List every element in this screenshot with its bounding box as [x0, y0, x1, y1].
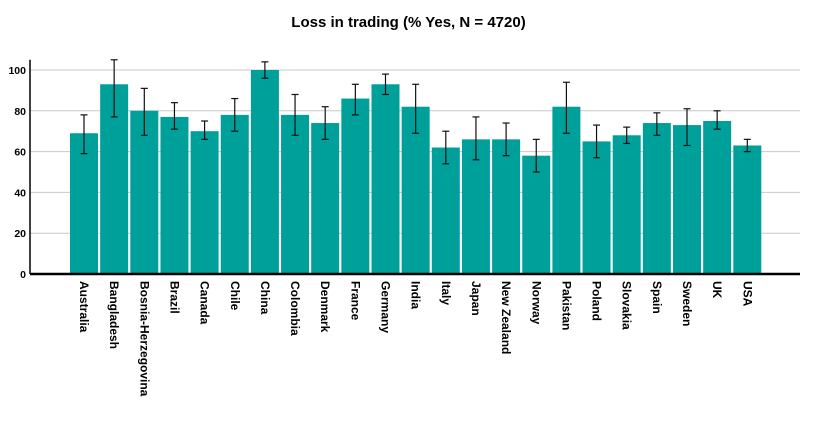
bar-new-zealand — [492, 139, 521, 274]
bar-australia — [70, 133, 98, 274]
x-tick-label-chile: Chile — [228, 281, 242, 311]
x-tick-label-bangladesh: Bangladesh — [107, 281, 121, 349]
error-bar-china — [261, 61, 269, 79]
x-tick-label-germany: Germany — [379, 281, 393, 333]
y-tick-label-0: 0 — [20, 269, 26, 281]
error-bars — [80, 59, 751, 173]
chart-title: Loss in trading (% Yes, N = 4720) — [291, 14, 526, 31]
error-bar-india — [412, 83, 420, 134]
x-tick-label-usa: USA — [740, 281, 754, 307]
bar-slovakia — [612, 135, 641, 274]
x-tick-label-india: India — [409, 281, 423, 309]
error-bar-japan — [472, 116, 480, 161]
y-tick-label-100: 100 — [8, 65, 26, 77]
x-tick-labels: Australia Bangladesh Bosnia-Herzegovina Bra… — [77, 281, 754, 397]
x-tick-label-sweden: Sweden — [680, 281, 694, 326]
bar-sweden — [673, 125, 701, 274]
x-tick-label-denmark: Denmark — [318, 281, 332, 333]
error-bar-australia — [80, 114, 88, 155]
bar-brazil — [160, 116, 189, 274]
error-bar-canada — [201, 120, 209, 140]
error-bar-bosnia-herzegovina — [140, 87, 148, 136]
error-bar-new-zealand — [502, 122, 510, 157]
bar-canada — [190, 131, 219, 274]
x-tick-label-new-zealand: New Zealand — [499, 281, 513, 354]
x-tick-label-japan: Japan — [469, 281, 483, 316]
x-tick-label-pakistan: Pakistan — [559, 281, 573, 330]
bar-india — [401, 106, 430, 274]
error-bar-france — [351, 83, 359, 116]
error-bar-spain — [653, 112, 661, 136]
error-bar-norway — [532, 138, 540, 173]
error-bar-bangladesh — [110, 59, 118, 118]
error-bar-slovakia — [623, 126, 631, 145]
x-tick-label-poland: Poland — [590, 281, 604, 321]
error-bar-uk — [713, 110, 721, 130]
bar-japan — [461, 139, 490, 274]
bar-usa — [733, 145, 762, 274]
bar-france — [341, 98, 370, 274]
y-tick-label-60: 60 — [14, 147, 26, 159]
x-tick-label-spain: Spain — [650, 281, 664, 314]
y-tick-label-40: 40 — [14, 187, 26, 199]
bar-chile — [220, 114, 249, 274]
bar-uk — [703, 121, 732, 274]
error-bar-colombia — [291, 93, 299, 136]
x-tick-label-australia: Australia — [77, 281, 91, 333]
bar-italy — [431, 147, 460, 274]
error-bar-brazil — [170, 102, 178, 130]
bar-denmark — [311, 123, 340, 274]
x-tick-label-france: France — [348, 281, 362, 321]
error-bar-italy — [442, 130, 450, 165]
error-bar-chile — [231, 97, 239, 132]
x-tick-label-colombia: Colombia — [288, 281, 302, 336]
x-tick-label-uk: UK — [710, 281, 724, 299]
bar-bosnia-herzegovina — [130, 110, 159, 274]
x-tick-label-italy: Italy — [439, 281, 453, 305]
y-tick-labels: 0 20 40 60 80 100 — [8, 65, 26, 281]
x-tick-label-slovakia: Slovakia — [620, 281, 634, 330]
x-tick-label-canada: Canada — [198, 281, 212, 325]
error-bar-pakistan — [562, 81, 570, 134]
bar-germany — [371, 84, 400, 274]
error-bar-denmark — [321, 106, 329, 140]
error-bar-usa — [743, 138, 751, 153]
bar-poland — [582, 141, 611, 274]
x-tick-label-china: China — [258, 281, 272, 315]
y-tick-label-20: 20 — [14, 228, 26, 240]
bar-pakistan — [552, 106, 581, 274]
bar-china — [250, 70, 279, 274]
axes — [29, 59, 800, 276]
bar-spain — [642, 123, 671, 274]
error-bar-sweden — [683, 108, 691, 147]
x-tick-label-norway: Norway — [529, 281, 543, 325]
x-tick-label-brazil: Brazil — [167, 281, 181, 314]
bars — [70, 70, 762, 274]
y-tick-label-80: 80 — [14, 106, 26, 118]
x-tick-label-bosnia-herzegovina: Bosnia-Herzegovina — [137, 281, 151, 397]
error-bar-germany — [382, 73, 389, 96]
error-bar-poland — [593, 124, 601, 159]
bar-colombia — [281, 114, 310, 274]
bar-norway — [522, 155, 551, 274]
